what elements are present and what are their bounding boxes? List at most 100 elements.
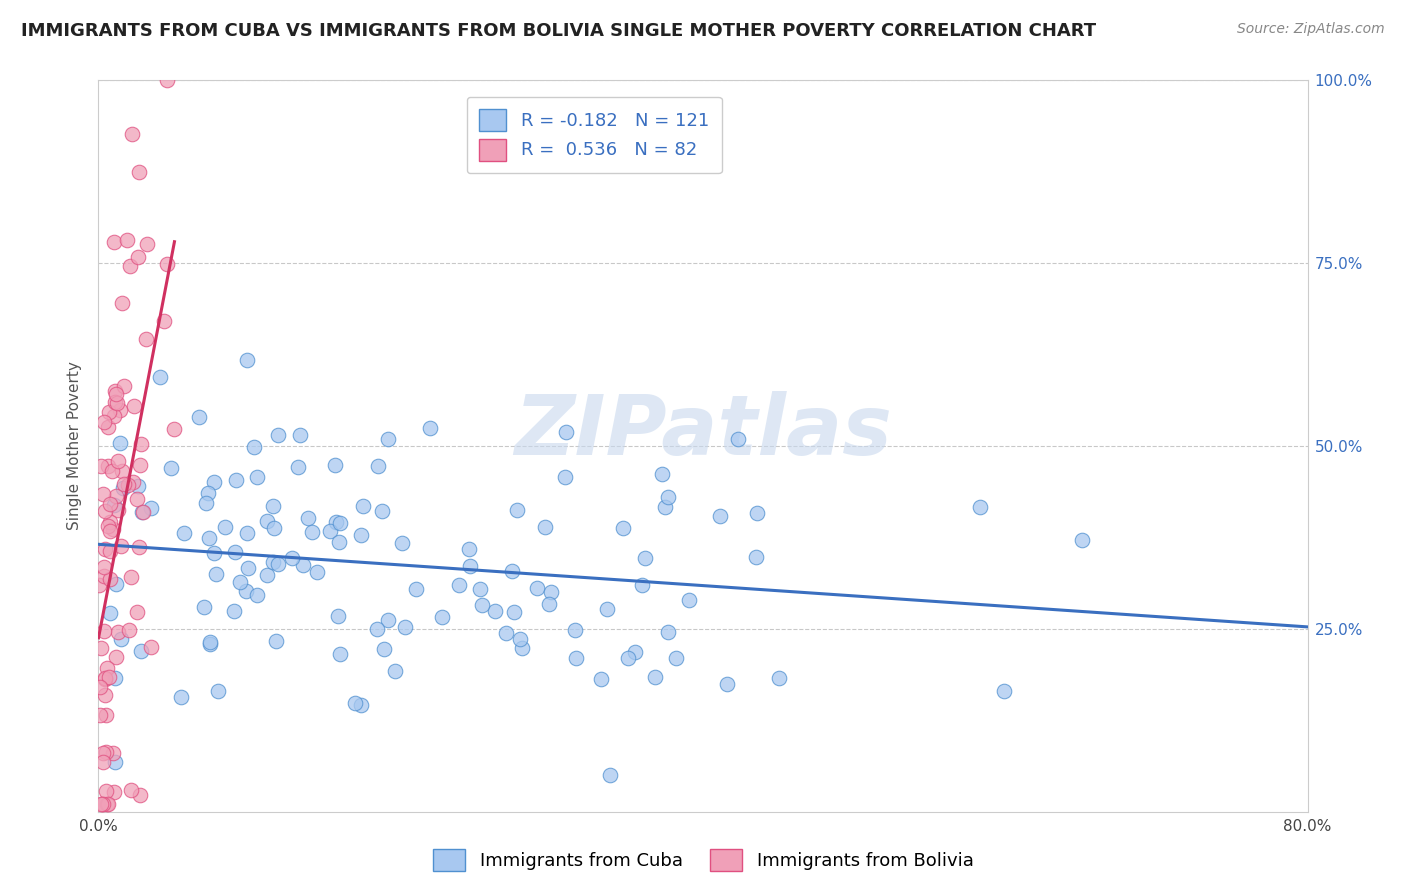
Point xyxy=(122,399,145,413)
Point xyxy=(112,481,135,495)
Point xyxy=(654,500,676,514)
Point xyxy=(115,233,138,247)
Point xyxy=(287,459,309,474)
Point xyxy=(205,567,228,582)
Point xyxy=(554,470,576,484)
Point xyxy=(127,250,149,264)
Point xyxy=(432,610,454,624)
Point xyxy=(256,568,278,582)
Point xyxy=(112,378,135,392)
Point xyxy=(470,582,492,596)
Point xyxy=(98,544,121,558)
Point xyxy=(537,597,560,611)
Point xyxy=(93,559,115,574)
Point xyxy=(747,506,769,520)
Point xyxy=(350,698,373,712)
Point xyxy=(329,516,352,531)
Point xyxy=(263,521,285,535)
Point xyxy=(111,464,134,478)
Point xyxy=(506,503,529,517)
Point xyxy=(110,539,132,553)
Point xyxy=(197,531,219,545)
Point xyxy=(163,422,186,436)
Text: ZIPatlas: ZIPatlas xyxy=(515,391,891,472)
Point xyxy=(104,649,127,664)
Point xyxy=(501,565,523,579)
Point xyxy=(135,332,157,346)
Point xyxy=(471,599,494,613)
Point xyxy=(100,572,122,586)
Point xyxy=(350,528,373,542)
Point xyxy=(108,435,131,450)
Point xyxy=(236,526,259,541)
Point xyxy=(405,582,427,596)
Point xyxy=(94,688,117,702)
Point xyxy=(129,458,152,472)
Point xyxy=(129,644,152,658)
Point xyxy=(139,501,162,516)
Point xyxy=(371,504,394,518)
Point xyxy=(325,515,347,529)
Point xyxy=(377,432,399,446)
Point xyxy=(103,756,125,770)
Point xyxy=(97,518,120,533)
Point xyxy=(110,632,132,646)
Point xyxy=(93,569,115,583)
Point xyxy=(246,588,269,602)
Point xyxy=(264,633,287,648)
Point xyxy=(394,619,416,633)
Point xyxy=(326,609,349,624)
Point xyxy=(224,545,246,559)
Point xyxy=(107,454,129,468)
Point xyxy=(993,683,1015,698)
Point xyxy=(136,237,159,252)
Point xyxy=(96,745,118,759)
Point xyxy=(657,491,679,505)
Point xyxy=(323,458,346,473)
Point xyxy=(103,785,125,799)
Point xyxy=(617,650,640,665)
Point xyxy=(709,509,731,524)
Point xyxy=(94,708,117,723)
Point xyxy=(458,559,481,574)
Text: Source: ZipAtlas.com: Source: ZipAtlas.com xyxy=(1237,22,1385,37)
Point xyxy=(97,797,120,812)
Point xyxy=(104,577,127,591)
Point xyxy=(262,499,284,513)
Point xyxy=(103,498,125,512)
Point xyxy=(207,684,229,698)
Point xyxy=(97,405,120,419)
Point xyxy=(727,432,749,446)
Point xyxy=(564,623,586,637)
Point xyxy=(256,514,278,528)
Point xyxy=(745,549,768,564)
Point xyxy=(98,524,121,538)
Point xyxy=(624,644,647,658)
Point xyxy=(449,577,471,591)
Point xyxy=(267,427,290,442)
Point xyxy=(91,797,114,812)
Point xyxy=(128,788,150,802)
Point xyxy=(384,665,406,679)
Point xyxy=(112,477,135,491)
Point xyxy=(94,673,117,687)
Point xyxy=(96,797,118,812)
Point xyxy=(91,755,114,769)
Point xyxy=(634,551,657,566)
Point xyxy=(153,314,176,328)
Point xyxy=(612,521,634,535)
Legend: R = -0.182   N = 121, R =  0.536   N = 82: R = -0.182 N = 121, R = 0.536 N = 82 xyxy=(467,96,721,173)
Point xyxy=(117,478,139,492)
Y-axis label: Single Mother Poverty: Single Mother Poverty xyxy=(67,361,83,531)
Point xyxy=(91,486,114,500)
Point xyxy=(328,535,350,549)
Point xyxy=(352,499,374,513)
Point xyxy=(187,410,209,425)
Point xyxy=(97,420,120,434)
Point xyxy=(118,623,141,637)
Point xyxy=(97,458,120,473)
Point xyxy=(305,565,328,579)
Point xyxy=(367,459,389,474)
Point xyxy=(121,128,143,142)
Point xyxy=(599,768,621,782)
